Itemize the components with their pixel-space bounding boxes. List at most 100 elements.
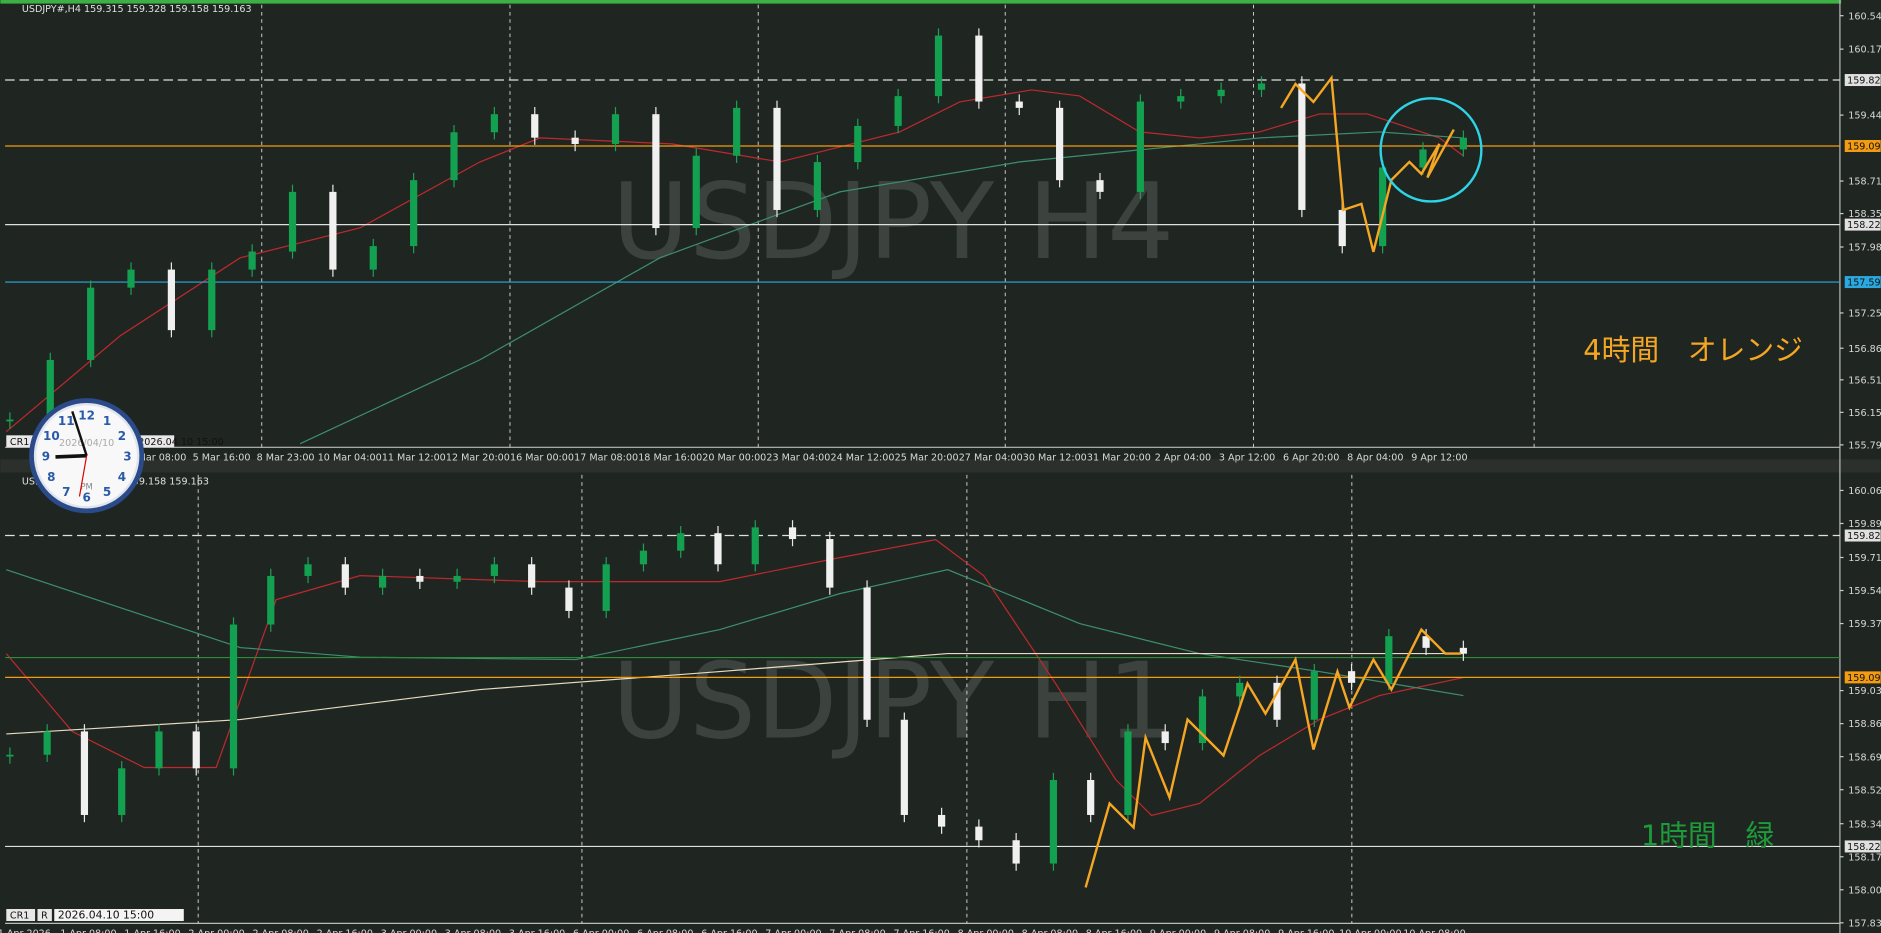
candle bbox=[565, 587, 573, 611]
candle bbox=[1087, 779, 1095, 815]
clock-number: 10 bbox=[43, 429, 60, 443]
candle bbox=[6, 419, 14, 422]
time-label: 3 Apr 12:00 bbox=[1219, 453, 1275, 464]
price-label: 158.710 bbox=[1848, 177, 1881, 188]
candle bbox=[208, 269, 216, 331]
vertical-grid bbox=[197, 4, 1535, 924]
time-label: 24 Mar 12:00 bbox=[831, 453, 895, 464]
level-label-box bbox=[1844, 840, 1881, 853]
time-label: 7 Apr 08:00 bbox=[829, 929, 885, 933]
candle bbox=[410, 180, 418, 247]
candle bbox=[6, 754, 14, 757]
candle bbox=[450, 132, 458, 181]
candle bbox=[329, 191, 337, 270]
candle bbox=[639, 550, 648, 565]
clock-number: 11 bbox=[58, 414, 75, 428]
second-hand bbox=[78, 455, 88, 497]
candle bbox=[938, 814, 946, 827]
candle bbox=[369, 246, 377, 270]
price-label: 156.510 bbox=[1848, 375, 1881, 386]
level-label-box bbox=[1844, 218, 1881, 231]
candle bbox=[1347, 671, 1356, 683]
time-label: 8 Apr 16:00 bbox=[1086, 929, 1142, 933]
candle bbox=[1459, 647, 1467, 654]
candle bbox=[677, 533, 685, 551]
time-label: 31 Mar 20:00 bbox=[1087, 453, 1151, 464]
level-label: 159.828 bbox=[1847, 76, 1881, 87]
price-label: 157.980 bbox=[1848, 243, 1881, 254]
candle bbox=[490, 114, 498, 133]
clock-number: 1 bbox=[103, 414, 111, 428]
time-label: 17 Mar 08:00 bbox=[574, 453, 638, 464]
time-label: 6 Apr 20:00 bbox=[1283, 453, 1339, 464]
time-label: 1 Apr 16:00 bbox=[124, 929, 180, 933]
candle bbox=[1124, 731, 1132, 815]
moving-averages bbox=[5, 89, 1464, 817]
candle bbox=[602, 564, 610, 611]
clock-number: 12 bbox=[78, 409, 95, 423]
watermark: USDJPY H4 bbox=[612, 160, 1174, 283]
h4-header: USDJPY#,H4 159.315 159.328 159.158 159.1… bbox=[22, 4, 252, 15]
time-label: 8 Apr 04:00 bbox=[1347, 453, 1403, 464]
price-label: 158.350 bbox=[1848, 209, 1881, 220]
time-label: 8 Mar 23:00 bbox=[257, 453, 315, 464]
time-label: 11 Mar 12:00 bbox=[382, 453, 446, 464]
candle bbox=[46, 359, 54, 420]
clock-number: 7 bbox=[62, 485, 70, 499]
candle bbox=[118, 768, 126, 815]
active-bar bbox=[0, 0, 1842, 4]
level-label-box bbox=[1844, 529, 1881, 542]
candle bbox=[1096, 180, 1104, 192]
candle bbox=[192, 731, 200, 769]
price-label: 156.860 bbox=[1848, 344, 1881, 355]
clock-date: 2026/04/10 bbox=[59, 438, 114, 449]
price-label: 157.250 bbox=[1848, 309, 1881, 320]
time-label: 9 Apr 12:00 bbox=[1411, 453, 1467, 464]
candle bbox=[167, 269, 175, 331]
candle bbox=[773, 107, 781, 210]
status-time: 2026.04.10 15:00 bbox=[58, 909, 154, 922]
candle bbox=[80, 731, 89, 815]
watermark: USDJPY H1 bbox=[612, 640, 1174, 763]
price-label: 160.060 bbox=[1848, 486, 1881, 497]
price-label: 159.375 bbox=[1848, 619, 1881, 630]
candle bbox=[1310, 671, 1318, 720]
candle bbox=[863, 587, 871, 720]
level-label: 158.228 bbox=[1847, 220, 1881, 231]
time-label: 9 Apr 16:00 bbox=[1278, 929, 1334, 933]
candle bbox=[652, 114, 660, 229]
time-box bbox=[54, 909, 184, 922]
candle bbox=[267, 575, 275, 625]
level-label-box bbox=[1844, 139, 1881, 152]
candle bbox=[975, 35, 983, 102]
time-label: 8 Apr 00:00 bbox=[958, 929, 1014, 933]
time-label: 23 Mar 04:00 bbox=[766, 453, 830, 464]
candle bbox=[1298, 83, 1306, 210]
status-cr: CR1 bbox=[10, 437, 29, 448]
candle bbox=[229, 624, 238, 769]
candle bbox=[1015, 101, 1023, 108]
candles bbox=[6, 28, 1467, 871]
candle bbox=[1257, 83, 1266, 90]
time-label: 2 Apr 08:00 bbox=[253, 929, 309, 933]
candle bbox=[692, 155, 700, 229]
time-label: 16 Mar 00:00 bbox=[510, 453, 574, 464]
clock-number: 9 bbox=[42, 450, 50, 464]
level-label: 159.828 bbox=[1847, 531, 1881, 542]
candle bbox=[788, 527, 797, 540]
candle bbox=[1161, 731, 1169, 744]
level-label: 157.592 bbox=[1847, 278, 1881, 289]
circle-drawing bbox=[1379, 97, 1483, 203]
price-label: 159.030 bbox=[1848, 686, 1881, 697]
time-label: 2 Apr 04:00 bbox=[1155, 453, 1211, 464]
price-label: 159.440 bbox=[1848, 111, 1881, 122]
candle bbox=[975, 826, 983, 841]
candle bbox=[571, 137, 579, 145]
clock-number: 5 bbox=[103, 485, 111, 499]
candle bbox=[1217, 89, 1225, 97]
price-label: 158.690 bbox=[1848, 752, 1881, 763]
panel-separator bbox=[0, 459, 1881, 473]
watermarks: USDJPY H4 USDJPY H1 bbox=[612, 160, 1174, 763]
candle bbox=[826, 539, 834, 588]
